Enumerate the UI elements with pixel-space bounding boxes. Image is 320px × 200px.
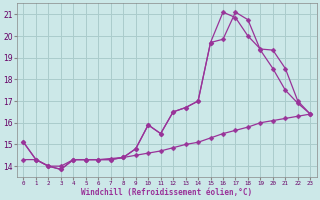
X-axis label: Windchill (Refroidissement éolien,°C): Windchill (Refroidissement éolien,°C) bbox=[81, 188, 252, 197]
